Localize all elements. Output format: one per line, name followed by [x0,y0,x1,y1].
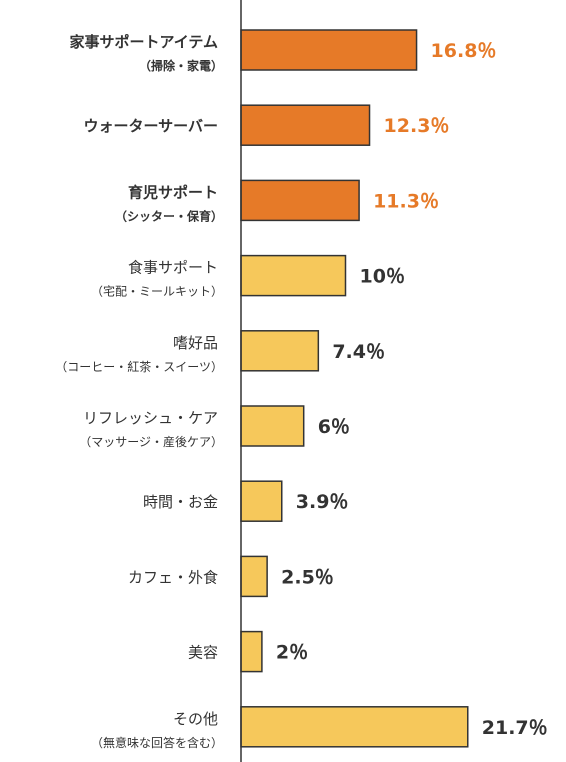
bar [240,29,418,71]
bar [240,104,371,146]
category-label: リフレッシュ・ケア [83,409,218,427]
category-sublabel: （無意味な回答を含む） [91,735,223,750]
category-label: 美容 [188,644,218,662]
category-label: その他 [173,710,218,728]
category-sublabel: （掃除・家電） [139,58,223,73]
value-label: 11.3％ [373,190,439,212]
bar [240,179,360,222]
bar [240,555,268,598]
value-label: 10％ [360,266,405,288]
value-label: 2％ [276,642,308,664]
category-sublabel: （シッター・保育） [115,208,223,223]
bar [240,480,283,522]
bar [240,630,263,673]
value-label: 12.3％ [384,115,450,137]
value-label: 21.7％ [482,717,548,739]
category-sublabel: （マッサージ・産後ケア） [79,434,223,449]
bar [240,254,347,297]
value-label: 6％ [318,416,350,438]
category-label: 食事サポート [128,259,218,277]
category-label: 育児サポート [128,183,218,201]
bar [240,405,305,447]
category-label: 嗜好品 [173,334,218,352]
bar [240,330,320,372]
value-label: 2.5％ [281,566,334,588]
value-label: 16.8％ [431,40,497,62]
value-label: 7.4％ [332,341,385,363]
category-label: 時間・お金 [143,493,218,511]
category-label: ウォーターサーバー [83,117,218,135]
bar [240,706,469,748]
value-label: 3.9％ [296,491,349,513]
category-sublabel: （宅配・ミールキット） [91,284,223,299]
category-sublabel: （コーヒー・紅茶・スイーツ） [55,359,223,374]
category-label: カフェ・外食 [128,568,218,586]
category-label: 家事サポートアイテム [69,33,218,51]
